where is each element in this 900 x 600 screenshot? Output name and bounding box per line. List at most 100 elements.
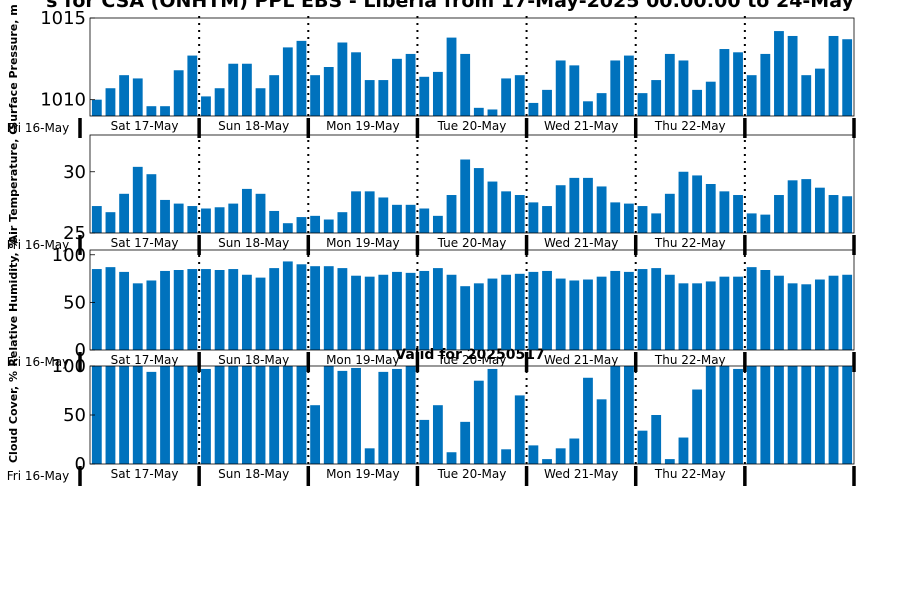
bar bbox=[228, 63, 239, 116]
bar bbox=[173, 270, 184, 350]
bar bbox=[282, 223, 293, 233]
bar bbox=[241, 366, 252, 464]
x-tick-label: Sun 18-May bbox=[218, 119, 289, 133]
bar bbox=[583, 101, 593, 116]
bar bbox=[310, 75, 321, 116]
y-axis-label: Relative Humidity, % bbox=[7, 237, 20, 366]
bar bbox=[392, 204, 402, 233]
x-tick-label-first: Fri 16-May bbox=[7, 121, 70, 135]
bar bbox=[623, 203, 634, 233]
bar bbox=[774, 31, 784, 116]
bar bbox=[323, 266, 334, 350]
bar bbox=[228, 269, 239, 350]
bar bbox=[187, 366, 198, 464]
bar bbox=[105, 267, 116, 350]
x-tick-label: Sat 17-May bbox=[111, 353, 179, 367]
bar bbox=[596, 399, 607, 464]
bar bbox=[623, 55, 634, 116]
x-tick-label-first: Fri 16-May bbox=[7, 355, 70, 369]
bar bbox=[801, 284, 812, 350]
bar bbox=[241, 274, 252, 350]
bar bbox=[255, 277, 266, 350]
x-tick-label-first: Fri 16-May bbox=[7, 469, 70, 483]
bar bbox=[201, 208, 211, 233]
bar bbox=[760, 53, 771, 116]
bar bbox=[514, 195, 525, 233]
bar bbox=[787, 35, 798, 116]
bar bbox=[569, 280, 580, 350]
bar bbox=[392, 271, 402, 350]
y-tick-label: 50 bbox=[63, 405, 86, 426]
x-tick-label: Thu 22-May bbox=[654, 467, 726, 481]
bar bbox=[337, 370, 348, 464]
x-tick-label: Mon 19-May bbox=[326, 467, 400, 481]
bar bbox=[282, 47, 293, 116]
bar bbox=[610, 270, 621, 350]
bar bbox=[405, 53, 416, 116]
bar bbox=[637, 93, 648, 116]
x-tick-label: Thu 22-May bbox=[654, 119, 726, 133]
bar bbox=[651, 415, 662, 464]
x-tick-label: Tue 20-May bbox=[437, 467, 507, 481]
bar bbox=[351, 191, 361, 233]
bar bbox=[146, 371, 157, 464]
bar bbox=[651, 80, 662, 116]
panel-3: 0 50 100 Relative Humidity, %Fri 16-May Sat … bbox=[7, 237, 856, 372]
bar bbox=[255, 193, 266, 233]
bar bbox=[528, 202, 539, 234]
bar bbox=[160, 366, 170, 464]
bar bbox=[241, 63, 252, 116]
bar bbox=[364, 276, 375, 350]
y-tick-label: 100 bbox=[52, 245, 86, 266]
axes-frame bbox=[89, 134, 855, 234]
bar bbox=[432, 215, 443, 233]
bar bbox=[774, 275, 784, 350]
bar bbox=[132, 78, 143, 116]
bar bbox=[678, 283, 689, 350]
valid-label: Valid for 20250517 bbox=[395, 347, 544, 363]
bar bbox=[460, 421, 471, 464]
bar bbox=[842, 39, 853, 117]
bar bbox=[610, 202, 621, 234]
bar bbox=[419, 76, 430, 116]
bar bbox=[569, 65, 580, 116]
bar bbox=[596, 276, 607, 350]
axes-frame bbox=[89, 17, 855, 117]
bar bbox=[241, 188, 252, 233]
bar bbox=[351, 52, 361, 116]
bar bbox=[187, 55, 198, 116]
bar bbox=[787, 180, 798, 233]
bar bbox=[119, 271, 130, 350]
bar bbox=[814, 366, 825, 464]
bar bbox=[187, 206, 198, 233]
bar bbox=[637, 430, 648, 464]
x-tick-label: Wed 21-May bbox=[544, 353, 618, 367]
bar bbox=[596, 93, 607, 116]
bar bbox=[637, 269, 648, 350]
bar bbox=[201, 269, 211, 350]
bar bbox=[528, 271, 539, 350]
bar bbox=[705, 184, 716, 233]
bar bbox=[555, 278, 566, 350]
x-tick-label: Tue 20-May bbox=[437, 119, 507, 133]
bar bbox=[705, 281, 716, 350]
bar bbox=[146, 106, 157, 116]
y-tick-label: 1010 bbox=[40, 90, 86, 111]
bar bbox=[664, 459, 675, 464]
x-tick-label: Sat 17-May bbox=[111, 467, 179, 481]
bar bbox=[746, 267, 757, 350]
x-tick-label: Wed 21-May bbox=[544, 236, 618, 250]
bar bbox=[269, 210, 280, 233]
bar bbox=[364, 448, 375, 464]
bar bbox=[610, 366, 621, 464]
bar bbox=[678, 437, 689, 464]
y-tick-label: 50 bbox=[63, 292, 86, 313]
bar bbox=[569, 438, 580, 464]
x-tick-label: Mon 19-May bbox=[326, 353, 400, 367]
bar bbox=[473, 168, 484, 233]
bar bbox=[132, 366, 143, 464]
y-tick-label: 100 bbox=[52, 356, 86, 377]
bar bbox=[432, 71, 443, 116]
